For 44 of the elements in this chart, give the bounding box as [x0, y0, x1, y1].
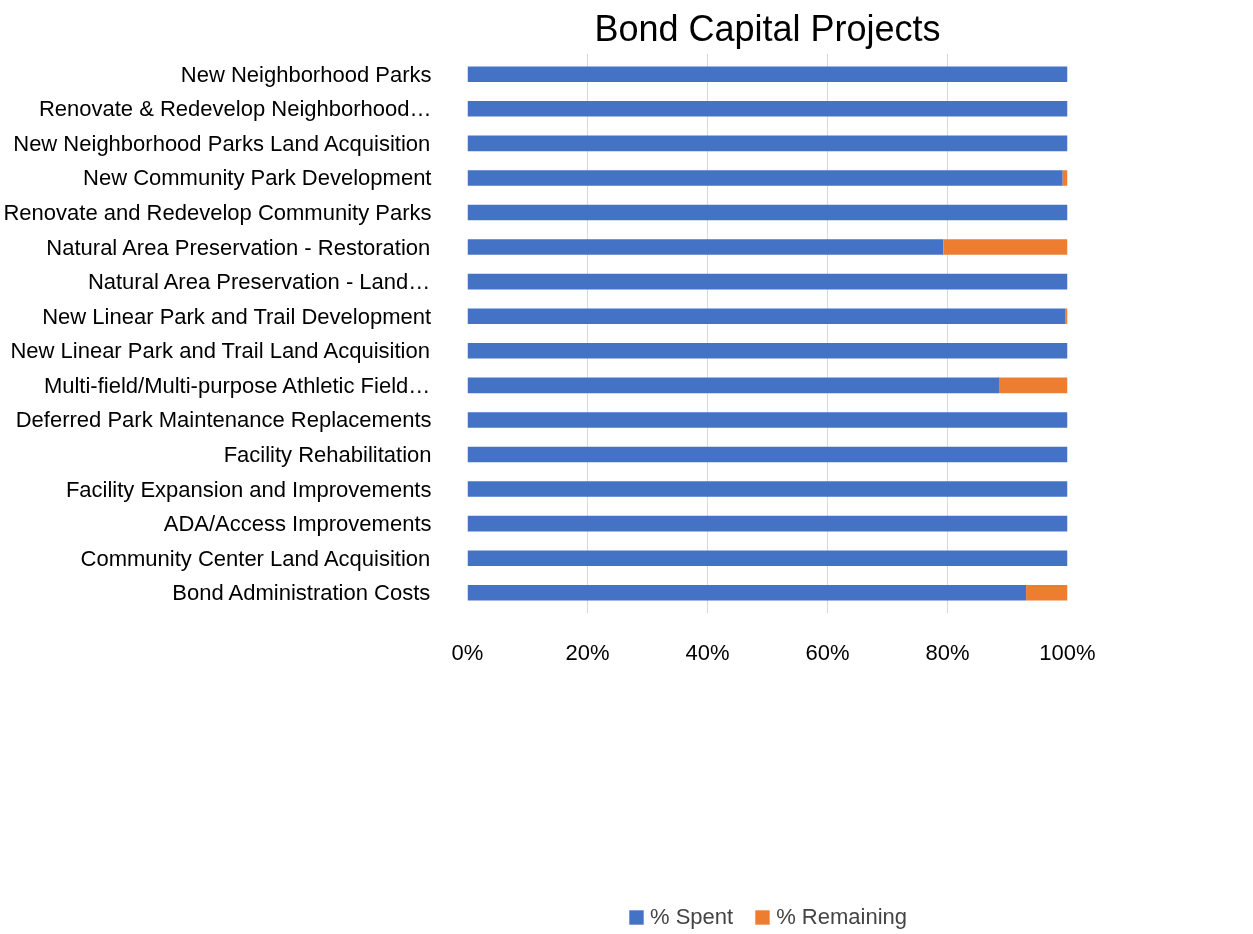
bar [467, 377, 1000, 394]
y-tick-label: New Neighborhood Parks [180, 61, 432, 87]
bar [1026, 584, 1068, 601]
bar [467, 204, 1068, 221]
bar [467, 308, 1066, 324]
y-tick-label: New Neighborhood Parks Land Acquisition [13, 130, 431, 156]
y-tick-label: New Linear Park and Trail Development [42, 303, 432, 329]
bar [467, 343, 1068, 359]
chart-title: Bond Capital Projects [594, 7, 941, 49]
x-tick-label: 60% [805, 639, 850, 665]
bar [467, 135, 1068, 152]
x-tick-label: 40% [685, 639, 730, 665]
y-tick-label: Renovate and Redevelop Community Parks [3, 200, 432, 226]
x-tick-label: 0% [451, 639, 484, 665]
bar [467, 101, 1068, 117]
bar [467, 170, 1063, 186]
bar [467, 446, 1068, 463]
legend-label: % Remaining [776, 904, 908, 930]
y-tick-label: Renovate & Redevelop Neighborhood… [38, 96, 432, 122]
y-tick-label: New Community Park Development [83, 165, 432, 191]
y-tick-label: Bond Administration Costs [172, 580, 431, 606]
bar [467, 239, 944, 255]
bar [467, 273, 1068, 290]
y-tick-label: ADA/Access Improvements [163, 511, 432, 537]
y-tick-label: Community Center Land Acquisition [80, 545, 431, 571]
bar [467, 550, 1068, 566]
bar [467, 584, 1027, 601]
y-tick-label: Deferred Park Maintenance Replacements [15, 407, 432, 433]
bar [467, 66, 1068, 83]
bar [999, 377, 1068, 394]
y-tick-label: Multi-field/Multi-purpose Athletic Field… [43, 372, 431, 398]
y-tick-label: Facility Rehabilitation [223, 441, 432, 467]
bar [467, 481, 1068, 497]
x-tick-label: 100% [1039, 639, 1096, 665]
legend-label: % Spent [649, 904, 734, 930]
y-tick-label: Facility Expansion and Improvements [65, 476, 432, 502]
bar [943, 239, 1068, 255]
x-tick-label: 80% [925, 639, 970, 665]
bar [467, 515, 1068, 532]
bar [467, 412, 1068, 428]
x-tick-label: 20% [565, 639, 610, 665]
y-tick-label: New Linear Park and Trail Land Acquisition [10, 338, 430, 364]
y-tick-label: Natural Area Preservation - Land… [87, 269, 431, 295]
y-tick-label: Natural Area Preservation - Restoration [46, 234, 431, 260]
